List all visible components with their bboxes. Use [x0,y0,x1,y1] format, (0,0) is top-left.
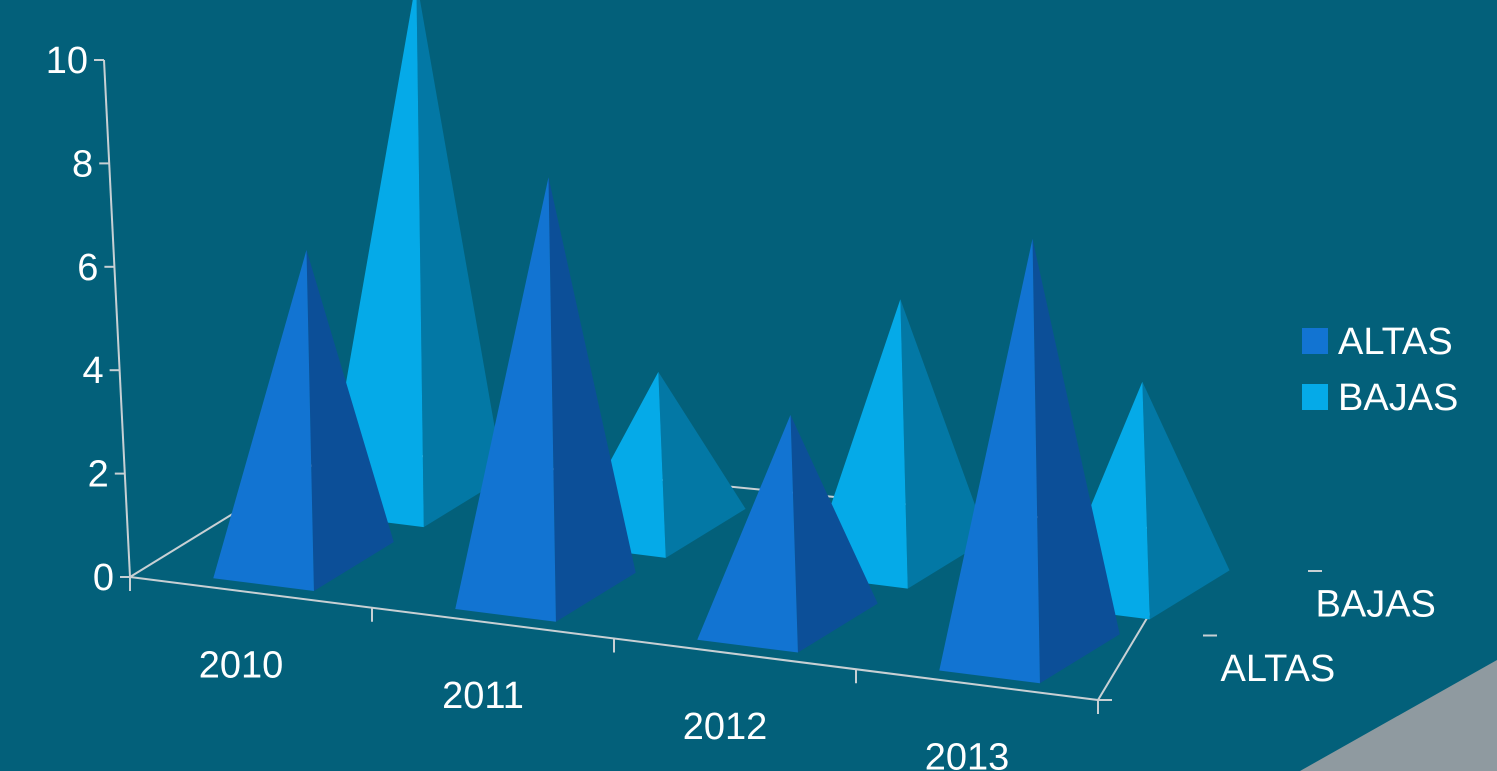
y-tick-label: 4 [82,350,103,392]
pyramid-side-face [1032,238,1120,684]
y-tick-label: 6 [77,247,98,289]
pyramid-front-face [455,177,556,622]
legend-swatch-bajas [1302,384,1328,410]
corner-decoration [1300,660,1497,771]
y-tick-label: 0 [93,557,114,599]
depth-tick-label: ALTAS [1221,648,1336,690]
y-tick-label: 10 [46,40,88,82]
pyramid-altas-2010 [213,249,394,592]
pyramid-front-face [213,249,314,592]
pyramid-front-face [939,238,1040,684]
chart-pyramids [213,0,1230,684]
corner-triangle [1300,660,1497,771]
y-tick-label: 2 [88,454,109,496]
pyramid-side-face [790,414,878,653]
pyramid-altas-2013 [939,238,1120,684]
pyramid-altas-2012 [697,414,878,653]
pyramid-side-face [658,371,746,558]
y-tick-label: 8 [72,143,93,185]
chart-labels: 0 2 4 6 8 10 2010 2011 2012 2013 ALTAS BAJAS [46,40,1436,771]
value-axis-line [103,59,131,578]
chart-legend: ALTAS BAJAS [1302,321,1458,419]
pyramid-altas-2011 [455,177,636,622]
legend-swatch-altas [1302,328,1328,354]
pyramid-side-face [306,249,394,592]
x-tick-label: 2011 [442,675,524,717]
pyramid-front-face [697,414,798,653]
legend-label-bajas: BAJAS [1338,377,1458,419]
x-tick-label: 2012 [683,706,768,748]
depth-tick-label: BAJAS [1316,583,1436,625]
pyramid-side-face [1142,381,1230,620]
pyramid-side-face [548,177,636,622]
pyramid-side-face [900,299,988,589]
x-tick-label: 2013 [925,737,1010,771]
legend-label-altas: ALTAS [1338,321,1453,363]
pyramid-side-face [416,0,504,528]
x-tick-label: 2010 [199,644,284,686]
